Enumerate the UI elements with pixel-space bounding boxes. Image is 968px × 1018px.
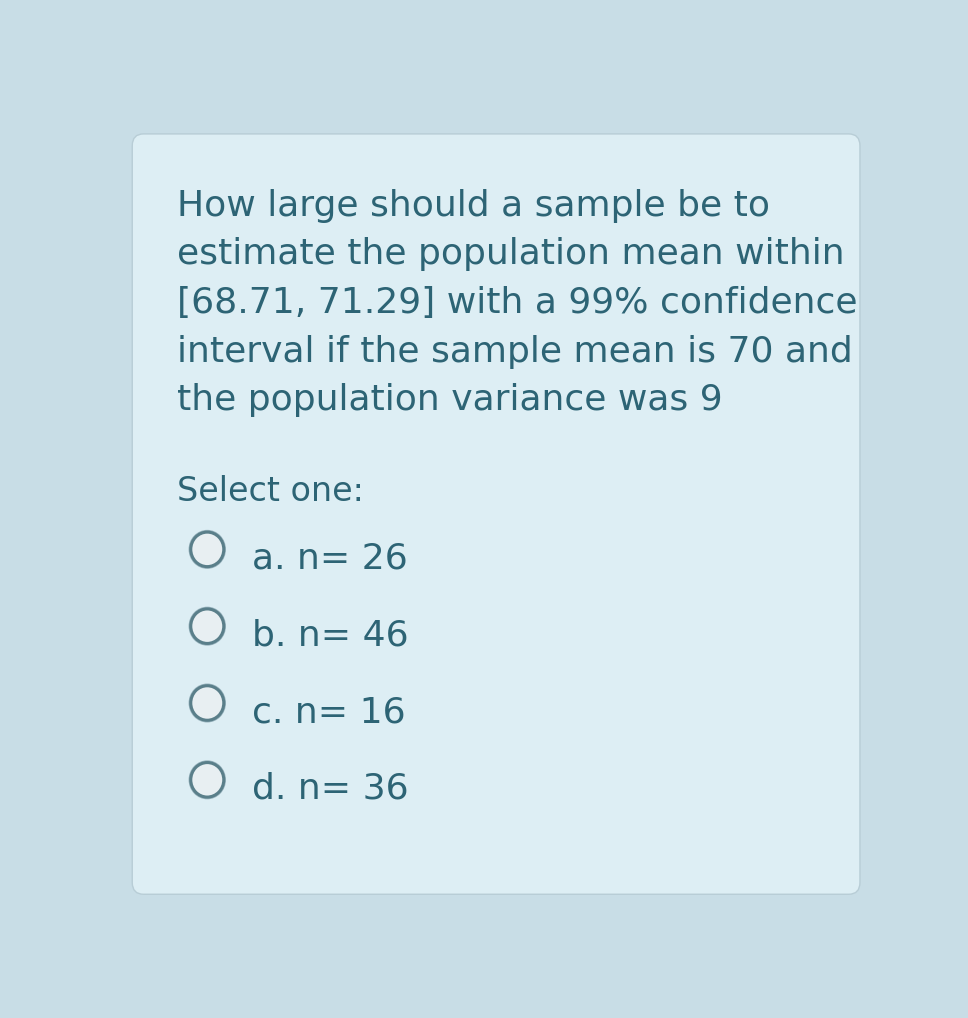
Circle shape [191, 762, 224, 797]
FancyBboxPatch shape [133, 134, 860, 894]
Text: estimate the population mean within: estimate the population mean within [177, 237, 845, 272]
Text: c. n= 16: c. n= 16 [253, 695, 406, 729]
Text: How large should a sample be to: How large should a sample be to [177, 188, 771, 223]
Text: the population variance was 9: the population variance was 9 [177, 383, 723, 417]
Text: b. n= 46: b. n= 46 [253, 618, 408, 653]
Circle shape [190, 761, 226, 799]
Text: interval if the sample mean is 70 and: interval if the sample mean is 70 and [177, 335, 853, 369]
Circle shape [190, 684, 226, 722]
Text: [68.71, 71.29] with a 99% confidence: [68.71, 71.29] with a 99% confidence [177, 286, 858, 320]
Circle shape [191, 609, 224, 643]
Circle shape [191, 686, 224, 721]
Circle shape [190, 530, 226, 568]
Circle shape [191, 532, 224, 567]
Text: Select one:: Select one: [177, 475, 364, 508]
Text: d. n= 36: d. n= 36 [253, 772, 408, 806]
Text: a. n= 26: a. n= 26 [253, 542, 408, 575]
Circle shape [190, 608, 226, 645]
